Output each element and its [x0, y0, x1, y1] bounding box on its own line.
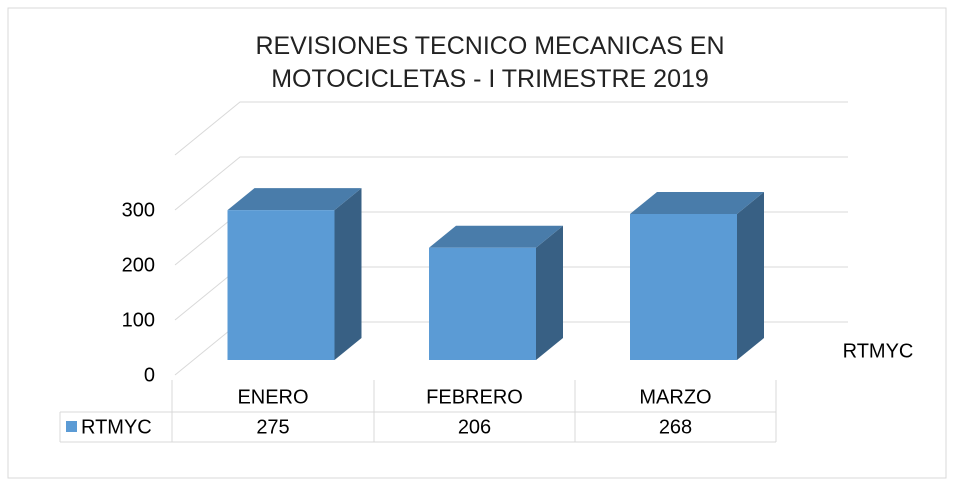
bar — [630, 191, 764, 360]
y-tick-label: 200 — [122, 254, 155, 276]
x-tick-label: FEBRERO — [426, 386, 523, 408]
y-tick-label: 100 — [122, 309, 155, 331]
y-tick-label: 0 — [144, 364, 155, 386]
bar-front — [429, 247, 536, 360]
bar-side — [737, 191, 764, 360]
grid-line — [174, 156, 848, 211]
bar-front — [227, 210, 335, 360]
table-value: 275 — [256, 416, 289, 438]
grid-top-line — [174, 101, 848, 156]
legend-label: RTMYC — [81, 416, 152, 438]
bar-front — [630, 213, 737, 360]
bar-top — [429, 225, 563, 248]
bar-side — [536, 225, 563, 360]
bar — [429, 225, 563, 360]
x-tick-label: ENERO — [237, 386, 308, 408]
bar-top — [630, 191, 764, 214]
bar — [227, 188, 362, 360]
y-tick-label: 300 — [122, 199, 155, 221]
table-value: 206 — [458, 416, 491, 438]
bar-side — [334, 188, 362, 360]
chart-title: REVISIONES TECNICO MECANICAS EN MOTOCICL… — [255, 32, 725, 93]
legend-swatch — [66, 421, 77, 432]
depth-axis-label: RTMYC — [843, 340, 914, 362]
table-value: 268 — [659, 416, 692, 438]
bar-top — [227, 188, 362, 211]
x-tick-label: MARZO — [639, 386, 711, 408]
